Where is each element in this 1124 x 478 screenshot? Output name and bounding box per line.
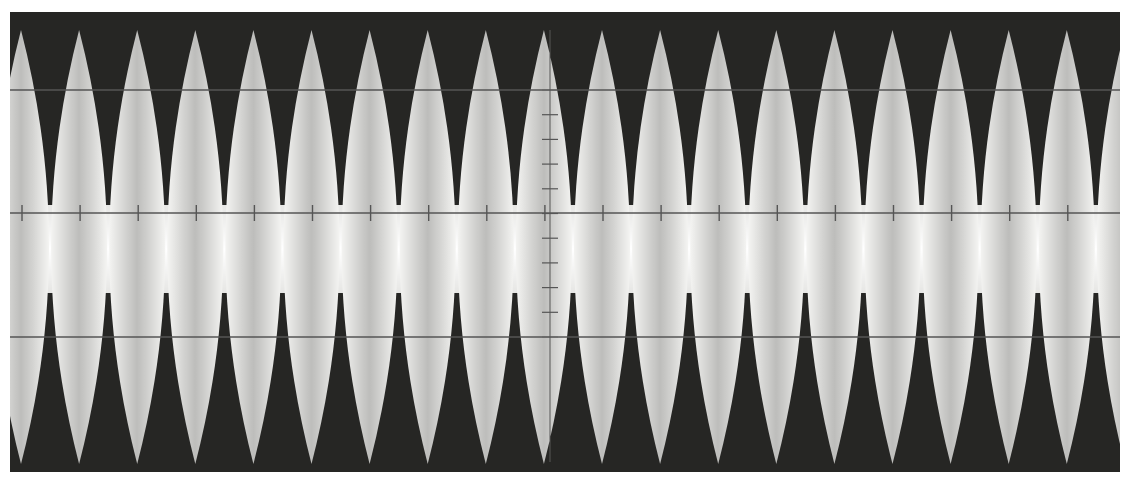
border <box>1120 0 1124 478</box>
border <box>0 0 1124 12</box>
border <box>0 0 10 478</box>
border <box>0 472 1124 478</box>
oscilloscope-photo <box>0 0 1124 478</box>
page: (() => { const svg = document.getElement… <box>0 0 1124 478</box>
